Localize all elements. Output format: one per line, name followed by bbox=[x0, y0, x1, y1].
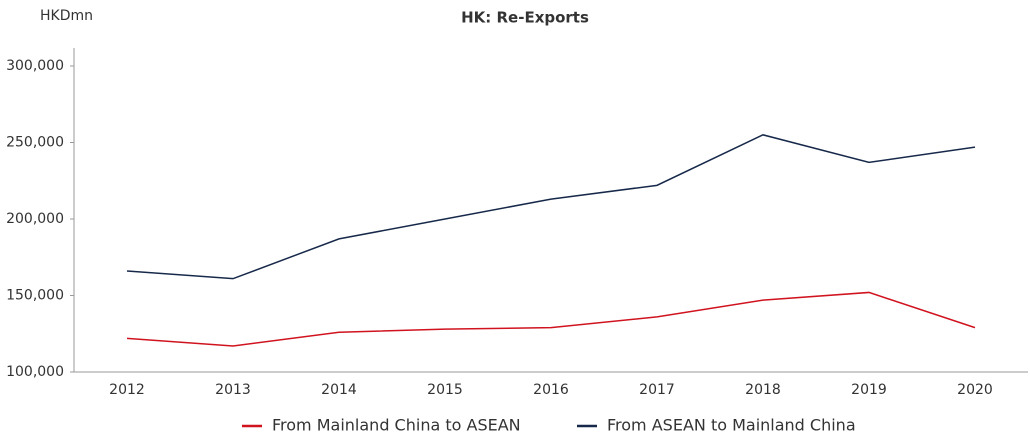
chart-title: HK: Re-Exports bbox=[461, 9, 589, 27]
x-tick-label: 2018 bbox=[745, 382, 781, 398]
x-tick-label: 2017 bbox=[639, 382, 675, 398]
x-tick-label: 2016 bbox=[533, 382, 569, 398]
x-tick-label: 2020 bbox=[957, 382, 993, 398]
y-tick-label: 250,000 bbox=[6, 135, 64, 151]
y-tick-label: 150,000 bbox=[6, 288, 64, 304]
x-tick-label: 2015 bbox=[427, 382, 463, 398]
x-tick-label: 2019 bbox=[851, 382, 887, 398]
x-tick-label: 2013 bbox=[215, 382, 251, 398]
y-tick-label: 100,000 bbox=[6, 364, 64, 380]
series-line bbox=[126, 134, 976, 280]
y-axis-label: HKDmn bbox=[40, 8, 93, 24]
y-tick-label: 300,000 bbox=[6, 58, 64, 74]
legend-label: From ASEAN to Mainland China bbox=[607, 416, 856, 435]
x-tick-label: 2014 bbox=[321, 382, 357, 398]
y-tick-label: 200,000 bbox=[6, 211, 64, 227]
legend-label: From Mainland China to ASEAN bbox=[272, 416, 521, 435]
series-line bbox=[126, 291, 976, 347]
x-tick-label: 2012 bbox=[109, 382, 145, 398]
